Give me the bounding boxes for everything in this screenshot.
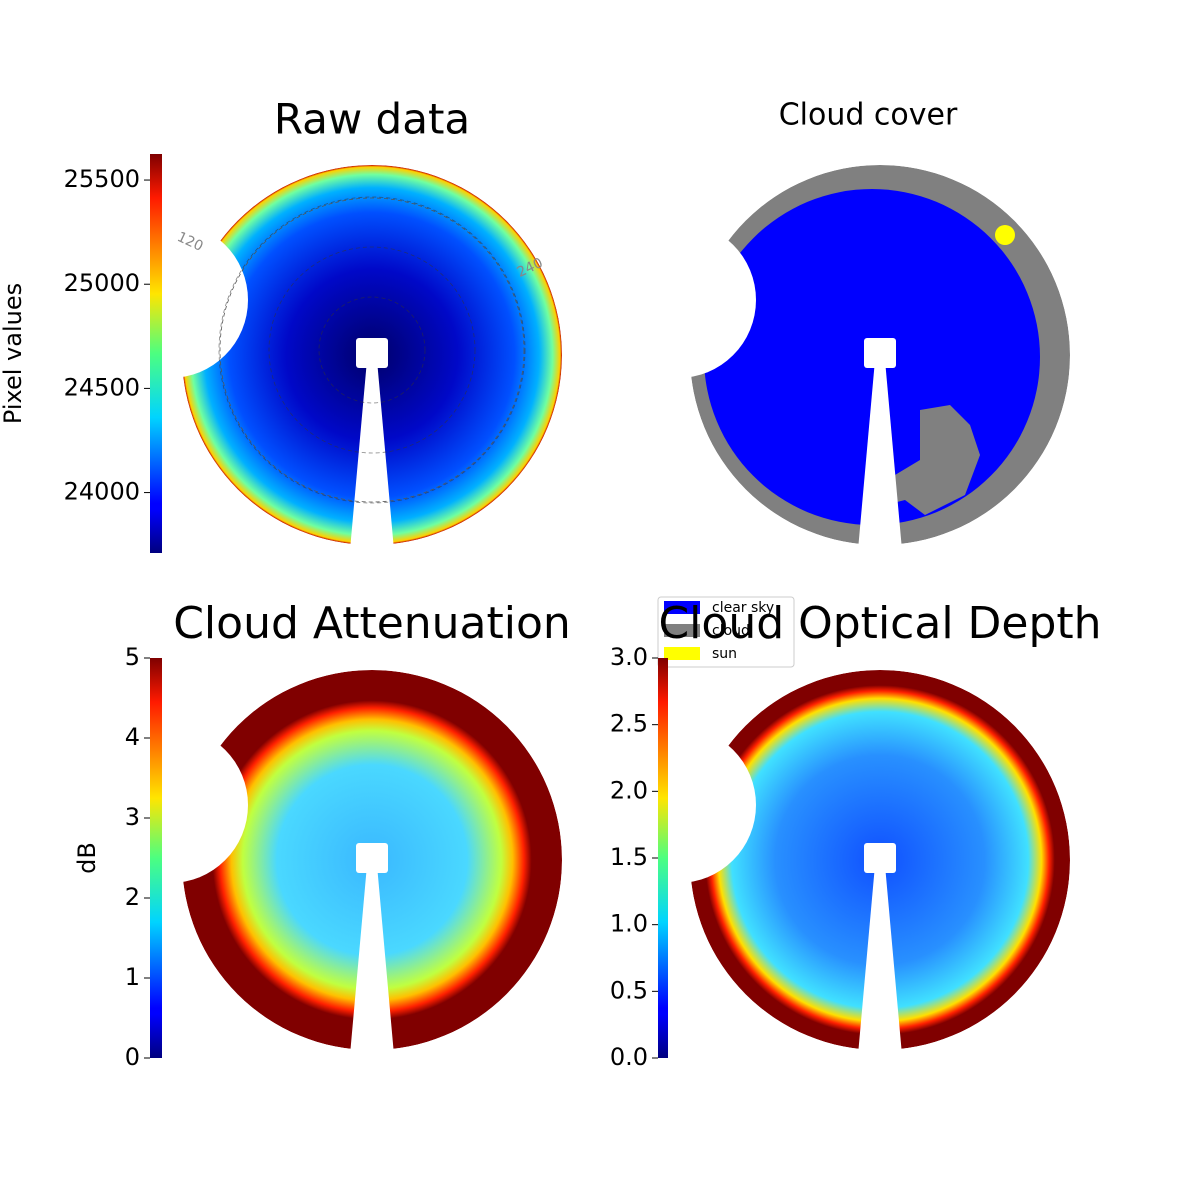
polar-grid — [318, 296, 426, 404]
colorbar — [150, 658, 162, 1058]
camera-arm — [858, 360, 902, 550]
colorbar-tick-label: 2.0 — [610, 776, 648, 804]
colorbar-label: dB — [73, 842, 101, 874]
colorbar-tick-label: 24500 — [64, 373, 140, 401]
colorbar-tick-label: 2 — [125, 883, 140, 911]
camera-arm — [350, 360, 394, 550]
camera-post — [356, 843, 388, 873]
colorbar — [658, 658, 668, 1058]
colorbar-tick-label: 1 — [125, 963, 140, 991]
colorbar-tick-label: 0.5 — [610, 976, 648, 1004]
colorbar-tick-label: 3 — [125, 803, 140, 831]
panel-title: Raw data — [274, 95, 470, 144]
legend-swatch — [664, 601, 700, 614]
camera-post — [864, 338, 896, 368]
colorbar-tick-label: 0.0 — [610, 1043, 648, 1071]
panel-title: Cloud Optical Depth — [658, 598, 1101, 649]
sun — [995, 225, 1015, 245]
colorbar-tick-label: 1.5 — [610, 843, 648, 871]
legend: clear sky cloud sun — [657, 596, 795, 668]
colorbar-tick-label: 4 — [125, 723, 140, 751]
polar-grid — [218, 196, 526, 504]
colorbar-tick-label: 0 — [125, 1043, 140, 1071]
polar-grid — [268, 246, 476, 454]
legend-label: sun — [712, 646, 737, 662]
colorbar-tick-label: 24000 — [64, 478, 140, 506]
legend-swatch — [664, 624, 700, 637]
colorbar-tick-label: 3.0 — [610, 643, 648, 671]
panel-title: Cloud cover — [779, 98, 958, 133]
legend-label: cloud — [712, 623, 750, 639]
camera-post — [356, 338, 388, 368]
cloud-patch — [885, 405, 980, 515]
colorbar-tick-label: 5 — [125, 643, 140, 671]
colorbar-tick-label: 2.5 — [610, 710, 648, 738]
camera-arm — [350, 865, 394, 1055]
legend-swatch — [664, 647, 700, 660]
polar-label: 120 — [175, 229, 206, 255]
colorbar-label: Pixel values — [0, 283, 27, 424]
polar-grid — [219, 197, 525, 503]
camera-arm — [858, 865, 902, 1055]
panel-title: Cloud Attenuation — [173, 598, 571, 649]
colorbar — [150, 154, 162, 553]
legend-label: clear sky — [712, 600, 774, 616]
camera-post — [864, 843, 896, 873]
colorbar-tick-label: 1.0 — [610, 910, 648, 938]
colorbar-tick-label: 25000 — [64, 269, 140, 297]
colorbar-tick-label: 25500 — [64, 165, 140, 193]
